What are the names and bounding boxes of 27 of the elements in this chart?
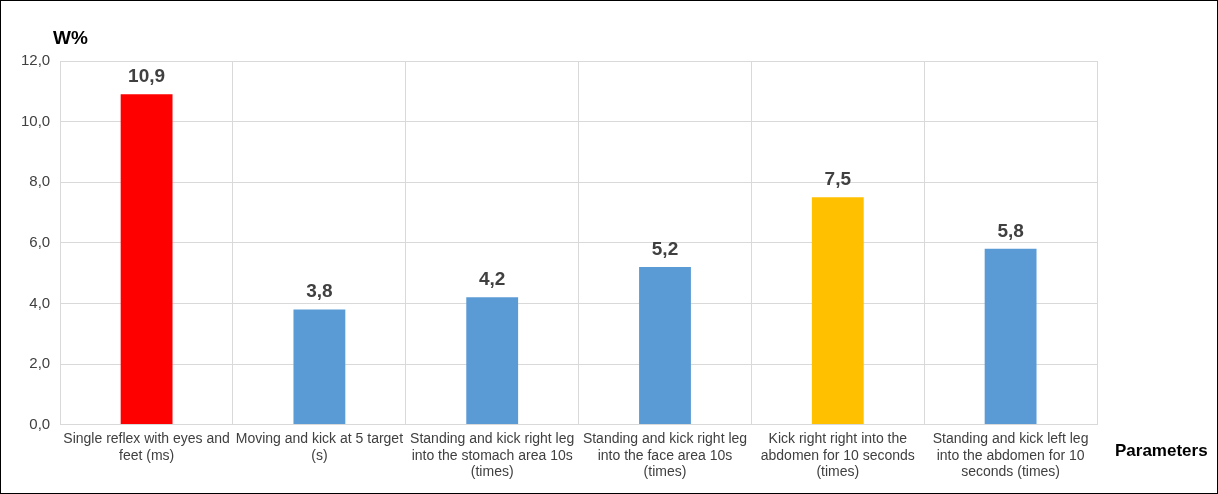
y-tick-label: 4,0 — [29, 293, 51, 311]
data-label: 4,2 — [478, 268, 506, 290]
x-axis-title: Parameters — [1115, 441, 1208, 461]
data-label: 7,5 — [824, 168, 852, 190]
x-tick-label: Single reflex with eyes and feet (ms) — [63, 429, 230, 463]
x-tick-label: Standing and kick right leg into the stomach area 10s (times) — [410, 429, 575, 480]
y-tick-label: 2,0 — [29, 354, 51, 372]
x-tick-label: Moving and kick at 5 target (s) — [235, 429, 404, 463]
x-tick-label: Standing and kick left leg into the abdomen for 10 seconds (times) — [932, 429, 1089, 480]
bar — [466, 297, 519, 425]
bar — [120, 94, 173, 425]
bar — [639, 267, 691, 425]
bar — [984, 248, 1037, 425]
y-axis-title: W% — [53, 27, 88, 49]
y-tick-label: 10,0 — [20, 111, 51, 129]
x-tick-label: Standing and kick right leg into the face area 10s (times) — [582, 429, 748, 480]
x-tick-label: Kick right right into the abdomen for 10 seconds (times) — [760, 429, 915, 480]
data-label: 10,9 — [128, 65, 166, 87]
y-tick-label: 12,0 — [20, 51, 51, 69]
y-tick-label: 0,0 — [29, 414, 51, 432]
y-tick-label: 6,0 — [29, 232, 51, 250]
y-tick-label: 8,0 — [29, 172, 51, 190]
data-label: 5,2 — [651, 237, 679, 259]
data-label: 3,8 — [306, 280, 333, 302]
bar — [293, 309, 346, 425]
data-label: 5,8 — [997, 219, 1024, 241]
bar — [811, 197, 864, 425]
